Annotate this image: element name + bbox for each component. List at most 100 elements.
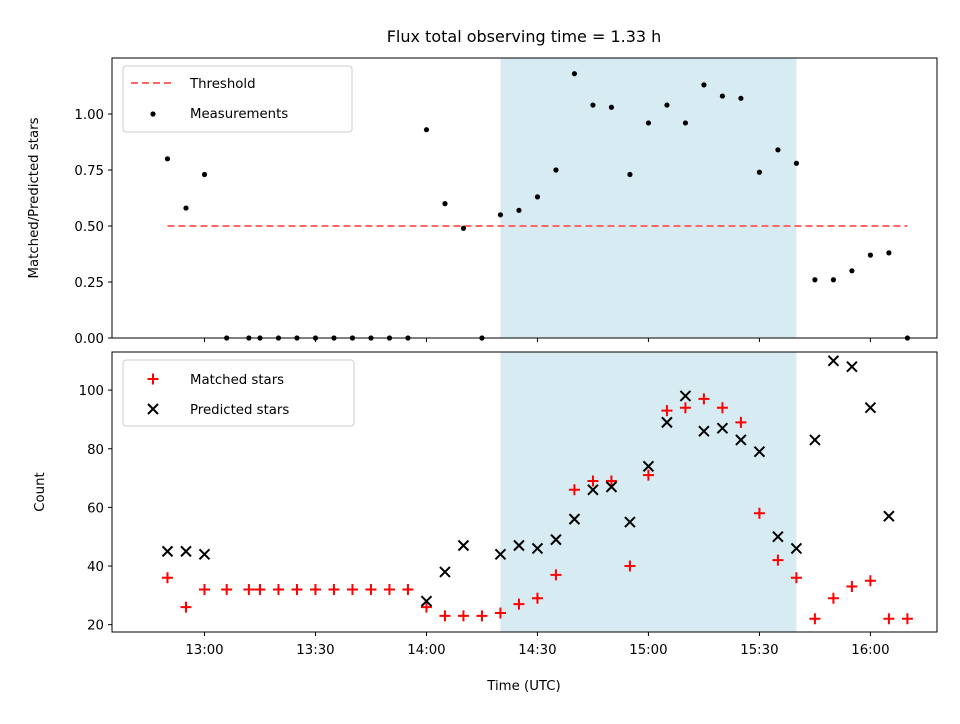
matched-stars-point (513, 598, 525, 610)
y-tick-label: 60 (87, 501, 104, 516)
measurement-point (849, 268, 855, 274)
measurement-point (645, 120, 652, 126)
predicted-stars-point (642, 460, 655, 473)
predicted-stars-point (198, 548, 211, 561)
matched-stars-point (661, 405, 673, 417)
predicted-stars-point (790, 542, 803, 555)
matched-stars-point (476, 610, 488, 622)
matched-stars-point (457, 610, 469, 622)
predicted-stars-point (809, 434, 821, 446)
measurement-point (201, 171, 208, 178)
matched-stars-point (753, 507, 765, 519)
predicted-stars-point (846, 360, 858, 373)
legend-predicted-label: Predicted stars (190, 403, 289, 418)
x-tick-label: 13:00 (185, 643, 223, 658)
measurement-point (183, 205, 189, 211)
y-tick-label: 100 (79, 384, 104, 399)
matched-stars-point (198, 583, 210, 595)
matched-stars-point (272, 583, 284, 595)
matched-stars-point (772, 554, 784, 566)
matched-stars-point (439, 610, 451, 622)
matched-stars-point (161, 572, 173, 584)
measurement-point (886, 250, 892, 256)
top-y-axis-label: Matched/Predicted stars (27, 117, 42, 278)
y-tick-label: 0.25 (74, 276, 104, 291)
predicted-stars-point (180, 545, 192, 558)
predicted-stars-point (698, 425, 710, 437)
x-tick-label: 13:30 (296, 643, 334, 658)
matched-stars-point (328, 583, 340, 595)
measurement-point (830, 277, 837, 283)
x-tick-label: 15:00 (629, 643, 667, 658)
predicted-stars-point (439, 566, 451, 578)
legend-measurements-label: Measurements (190, 107, 288, 122)
y-tick-label: 40 (87, 560, 104, 575)
matched-stars-point (568, 484, 580, 496)
measurement-point (627, 171, 633, 178)
matched-stars-point (531, 592, 543, 604)
x-tick-label: 14:00 (407, 643, 445, 658)
x-tick-label: 14:30 (518, 643, 556, 658)
predicted-stars-point (568, 513, 581, 525)
predicted-stars-point (513, 539, 525, 552)
matched-stars-point (365, 583, 377, 595)
measurement-point (460, 225, 467, 231)
predicted-stars-point (531, 542, 544, 555)
y-tick-label: 1.00 (74, 108, 104, 123)
predicted-stars-point (550, 533, 562, 546)
measurement-point (812, 277, 818, 283)
matched-stars-point (180, 601, 192, 613)
predicted-stars-point (624, 516, 636, 528)
legend-matched-swatch (147, 373, 159, 385)
y-tick-label: 0.50 (74, 220, 104, 235)
measurement-point (738, 95, 744, 101)
predicted-stars-point (161, 545, 174, 558)
matched-stars-point (605, 475, 617, 487)
bottom-legend-box (122, 359, 355, 427)
x-tick-label: 16:00 (851, 643, 889, 658)
legend-threshold-label: Threshold (189, 77, 256, 92)
measurement-point (516, 207, 522, 213)
top-panel: 0.00 0.25 0.50 0.75 1.00 Matched/Predicted s… (27, 57, 938, 347)
legend-predicted-swatch (147, 403, 159, 415)
measurement-point (701, 82, 707, 88)
bottom-panel: 20 40 60 80 100 13:00 13:30 14:00 14:30 15:00 15:… (33, 351, 938, 694)
legend-matched-label: Matched stars (190, 373, 284, 388)
predicted-stars-point (827, 355, 840, 367)
y-tick-label: 0.00 (74, 332, 104, 347)
matched-stars-point (420, 601, 432, 613)
matched-stars-point (679, 402, 691, 414)
matched-stars-point (716, 402, 728, 414)
matched-stars-point (291, 583, 303, 595)
y-tick-label: 20 (87, 619, 104, 634)
y-tick-label: 80 (87, 443, 104, 458)
predicted-stars-point (661, 416, 673, 429)
measurement-point (442, 201, 448, 207)
predicted-stars-point (679, 390, 692, 402)
measurement-point (553, 167, 559, 173)
matched-stars-point (221, 583, 233, 595)
measurement-point (608, 104, 615, 110)
matched-stars-point (346, 583, 358, 595)
matched-stars-point (550, 569, 562, 581)
predicted-stars-point (735, 434, 747, 446)
matched-stars-point (809, 613, 821, 625)
measurement-point (497, 212, 504, 218)
legend-measurements-swatch (150, 111, 156, 117)
matched-stars-point (402, 583, 414, 595)
top-shaded-span (500, 58, 797, 338)
bottom-plot-frame (111, 351, 938, 633)
bottom-legend: Matched stars Predicted stars (122, 359, 355, 427)
matched-stars-point (624, 560, 636, 572)
predicted-stars-point (883, 510, 895, 522)
measurement-point (793, 160, 800, 166)
measurement-point (164, 156, 171, 162)
matched-stars-point (735, 416, 747, 428)
matched-stars-point (864, 575, 876, 587)
top-plot-frame (111, 57, 938, 339)
matched-stars-point (883, 613, 895, 625)
matched-stars-point (846, 581, 858, 593)
x-axis-label: Time (UTC) (486, 679, 561, 694)
matched-stars-point (901, 613, 913, 625)
